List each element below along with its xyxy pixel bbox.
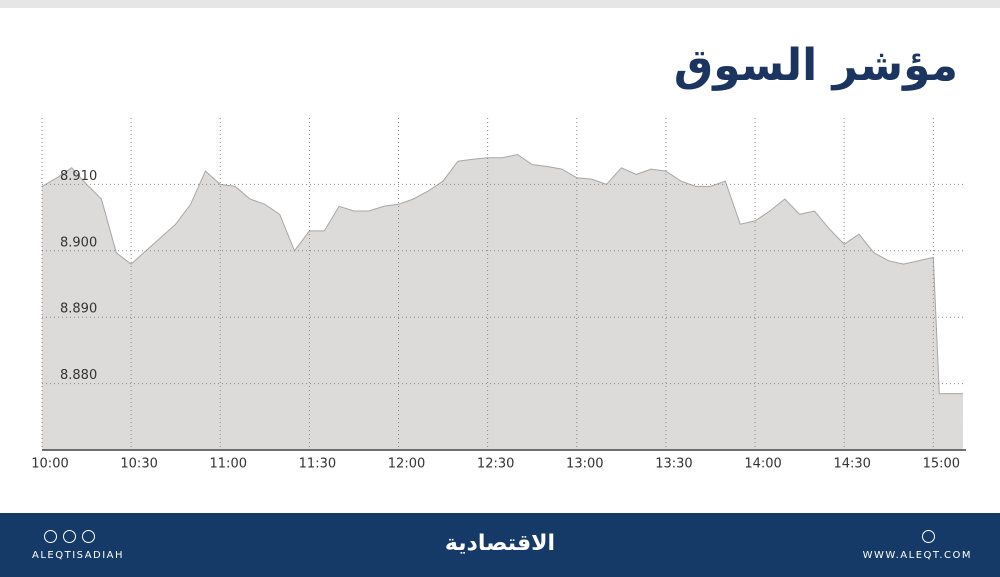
x-tick-label: 12:00 [388, 457, 425, 472]
social-icon [82, 530, 95, 543]
x-tick-label: 12:30 [477, 457, 514, 472]
x-tick-label: 14:30 [833, 457, 870, 472]
y-tick-label: 8.890 [60, 302, 97, 317]
y-tick-label: 8.880 [60, 368, 97, 383]
line [41, 153, 963, 395]
handle: ALEQTISADIAH [32, 550, 125, 561]
x-tick-label: 13:30 [655, 457, 692, 472]
x-tick-label: 14:00 [744, 457, 781, 472]
x-tick-label: 13:00 [566, 457, 603, 472]
x-tick-label: 15:00 [923, 457, 960, 472]
x-tick-label: 10:00 [31, 457, 68, 472]
footer: ALEQTISADIAH الاقتصادية WWW.ALEQT.COM [0, 513, 1000, 577]
social-icon [63, 530, 76, 543]
chart-title: مؤشر السوق [673, 40, 958, 91]
x-tick-label: 11:30 [299, 457, 336, 472]
top-band [0, 0, 1000, 8]
social-icon [44, 530, 57, 543]
y-tick-label: 8.910 [60, 169, 97, 184]
chart: 8.880 8.890 8.900 8.910 10:00 10:30 11:00 11:30… [31, 118, 966, 472]
web-icon [922, 530, 935, 543]
brand: الاقتصادية [444, 531, 556, 556]
y-tick-label: 8.900 [60, 235, 97, 250]
x-tick-label: 11:00 [210, 457, 247, 472]
x-tick-label: 10:30 [120, 457, 157, 472]
website: WWW.ALEQT.COM [862, 550, 972, 561]
area [42, 154, 964, 450]
